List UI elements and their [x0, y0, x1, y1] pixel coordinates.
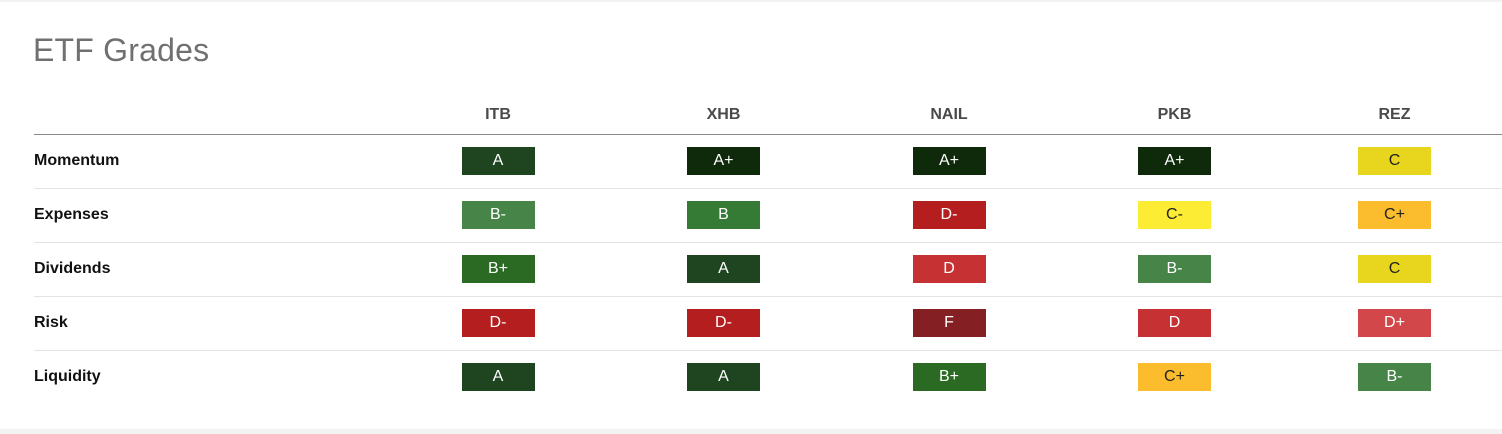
row-expenses: Expenses B- B D- C- C+: [34, 188, 1502, 243]
grade-badge: B-: [1138, 255, 1211, 283]
grade-badge: D: [912, 255, 986, 283]
column-header-pkb[interactable]: PKB: [1062, 96, 1287, 135]
row-momentum: Momentum A A+ A+ A+ C: [34, 134, 1502, 189]
grade-cell: D-: [611, 296, 836, 351]
header-empty-cell: [34, 96, 385, 135]
column-header-xhb[interactable]: XHB: [611, 96, 836, 135]
grade-cell: A+: [836, 134, 1062, 189]
grade-badge: F: [912, 309, 986, 337]
grade-cell: A+: [1062, 134, 1287, 189]
bottom-divider: [0, 429, 1502, 434]
grade-badge: D-: [687, 309, 760, 337]
column-header-nail[interactable]: NAIL: [836, 96, 1062, 135]
panel-title: ETF Grades: [33, 32, 210, 68]
header-row: ITB XHB NAIL PKB REZ: [34, 96, 1502, 135]
grade-badge: C: [1358, 255, 1431, 283]
grade-cell: C-: [1062, 188, 1287, 243]
grade-badge: A+: [912, 147, 986, 175]
grade-badge: C-: [1138, 201, 1211, 229]
row-label-risk: Risk: [34, 296, 385, 351]
grade-badge: B-: [461, 201, 535, 229]
grade-cell: C+: [1062, 350, 1287, 404]
grade-badge: C+: [1138, 363, 1211, 392]
grade-badge: A: [461, 363, 535, 392]
grade-cell: C+: [1287, 188, 1502, 243]
grade-badge: A: [461, 147, 535, 175]
grade-badge: D: [1138, 309, 1211, 337]
row-label-dividends: Dividends: [34, 242, 385, 297]
grade-cell: D: [836, 242, 1062, 297]
grade-cell: B+: [385, 242, 611, 297]
row-label-momentum: Momentum: [34, 134, 385, 189]
grade-cell: C: [1287, 242, 1502, 297]
grade-cell: B+: [836, 350, 1062, 404]
grade-badge: A: [687, 255, 760, 283]
grade-badge: B: [687, 201, 760, 229]
grade-badge: A+: [1138, 147, 1211, 175]
grade-cell: B: [611, 188, 836, 243]
grade-badge: D-: [461, 309, 535, 337]
grade-cell: B-: [385, 188, 611, 243]
column-header-rez[interactable]: REZ: [1287, 96, 1502, 135]
grade-badge: A: [687, 363, 760, 392]
grade-cell: B-: [1062, 242, 1287, 297]
grade-badge: B+: [912, 363, 986, 392]
grade-badge: C: [1358, 147, 1431, 175]
grade-cell: D: [1062, 296, 1287, 351]
grade-cell: A: [385, 134, 611, 189]
grade-cell: D-: [836, 188, 1062, 243]
grade-badge: B-: [1358, 363, 1431, 392]
column-header-itb[interactable]: ITB: [385, 96, 611, 135]
grade-badge: D+: [1358, 309, 1431, 337]
row-liquidity: Liquidity A A B+ C+ B-: [34, 350, 1502, 404]
grades-table: ITB XHB NAIL PKB REZ Momentum A A+ A+ A+…: [34, 96, 1502, 404]
grade-cell: B-: [1287, 350, 1502, 404]
row-label-liquidity: Liquidity: [34, 368, 101, 386]
grade-cell: A: [611, 350, 836, 404]
grade-badge: C+: [1358, 201, 1431, 229]
grade-cell: D-: [385, 296, 611, 351]
row-risk: Risk D- D- F D D+: [34, 296, 1502, 351]
grade-badge: B+: [461, 255, 535, 283]
grade-cell: A: [385, 350, 611, 404]
row-label-expenses: Expenses: [34, 188, 385, 243]
grade-cell: A: [611, 242, 836, 297]
grade-cell: A+: [611, 134, 836, 189]
grade-cell: C: [1287, 134, 1502, 189]
grade-badge: A+: [687, 147, 760, 175]
row-dividends: Dividends B+ A D B- C: [34, 242, 1502, 297]
grade-cell: F: [836, 296, 1062, 351]
grade-cell: D+: [1287, 296, 1502, 351]
grade-badge: D-: [912, 201, 986, 229]
